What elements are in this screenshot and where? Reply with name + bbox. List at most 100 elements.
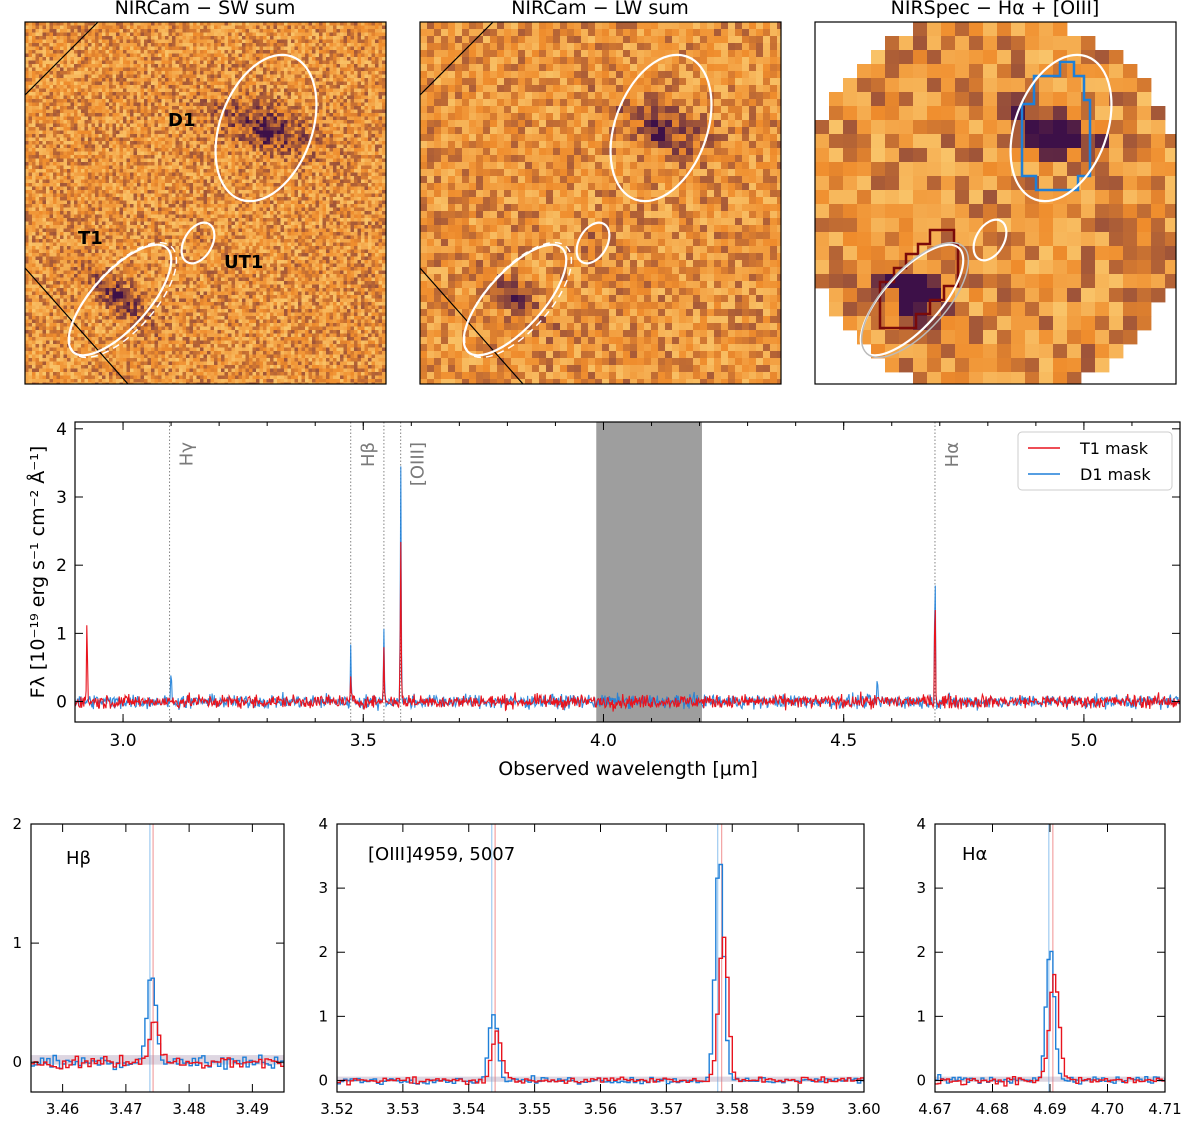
map-pixel — [287, 109, 292, 114]
map-pixel — [133, 155, 138, 159]
map-pixel — [56, 151, 61, 156]
map-pixel — [179, 148, 183, 152]
map-pixel — [333, 102, 337, 107]
map-pixel — [56, 67, 61, 72]
map-pixel — [123, 39, 127, 44]
map-pixel — [56, 116, 61, 121]
map-pixel — [35, 36, 40, 40]
map-pixel — [329, 137, 334, 142]
map-pixel — [70, 130, 75, 135]
map-pixel — [200, 106, 204, 110]
map-pixel — [221, 162, 225, 166]
map-pixel — [375, 32, 379, 37]
map-pixel — [144, 162, 148, 166]
map-pixel — [196, 36, 201, 40]
map-pixel — [53, 64, 57, 68]
map-pixel — [105, 120, 110, 124]
map-pixel — [126, 22, 131, 26]
map-pixel — [312, 22, 316, 26]
map-pixel — [158, 148, 162, 152]
map-pixel — [294, 116, 299, 121]
map-pixel — [196, 92, 201, 96]
map-pixel — [63, 137, 68, 142]
map-pixel — [340, 134, 344, 138]
map-pixel — [350, 32, 355, 37]
map-pixel — [203, 120, 208, 124]
map-pixel — [168, 130, 173, 135]
map-pixel — [371, 158, 376, 163]
map-pixel — [88, 88, 92, 93]
map-pixel — [189, 29, 194, 33]
map-pixel — [84, 179, 89, 184]
map-pixel — [371, 43, 376, 47]
map-pixel — [305, 81, 309, 86]
map-pixel — [294, 50, 299, 54]
map-pixel — [200, 99, 204, 103]
map-pixel — [263, 127, 267, 131]
map-pixel — [137, 64, 141, 68]
map-pixel — [91, 78, 96, 82]
map-pixel — [301, 57, 306, 61]
map-pixel — [238, 25, 243, 30]
map-pixel — [165, 176, 169, 180]
map-pixel — [77, 53, 82, 58]
map-pixel — [217, 99, 222, 103]
map-pixel — [165, 71, 169, 75]
map-pixel — [70, 113, 75, 117]
map-pixel — [375, 183, 379, 187]
map-pixel — [95, 120, 99, 124]
map-pixel — [375, 39, 379, 44]
map-pixel — [326, 71, 330, 75]
map-pixel — [179, 57, 183, 61]
map-pixel — [126, 172, 131, 177]
map-pixel — [56, 109, 61, 114]
map-pixel — [336, 134, 341, 138]
map-pixel — [357, 183, 362, 187]
map-pixel — [217, 102, 222, 107]
map-pixel — [88, 71, 92, 75]
map-pixel — [158, 186, 162, 191]
map-pixel — [105, 106, 110, 110]
map-pixel — [109, 183, 113, 187]
map-pixel — [25, 88, 29, 93]
map-pixel — [301, 53, 306, 58]
map-pixel — [147, 148, 152, 152]
map-pixel — [74, 123, 78, 128]
map-pixel — [298, 172, 302, 177]
map-pixel — [263, 106, 267, 110]
map-pixel — [231, 123, 236, 128]
map-pixel — [347, 102, 351, 107]
map-pixel — [238, 95, 243, 100]
map-pixel — [193, 179, 197, 184]
map-pixel — [81, 25, 85, 30]
map-pixel — [301, 130, 306, 135]
map-pixel — [375, 25, 379, 30]
map-pixel — [133, 116, 138, 121]
map-pixel — [74, 137, 78, 142]
map-pixel — [329, 25, 334, 30]
map-pixel — [329, 127, 334, 131]
map-pixel — [336, 127, 341, 131]
map-pixel — [270, 176, 274, 180]
map-pixel — [49, 137, 54, 142]
map-pixel — [60, 106, 64, 110]
map-pixel — [154, 144, 159, 149]
map-pixel — [63, 151, 68, 156]
map-pixel — [238, 151, 243, 156]
map-pixel — [172, 141, 176, 145]
map-pixel — [287, 172, 292, 177]
map-pixel — [39, 60, 43, 65]
map-pixel — [312, 165, 316, 170]
map-pixel — [172, 127, 176, 131]
map-pixel — [347, 43, 351, 47]
map-pixel — [235, 151, 239, 156]
map-pixel — [196, 53, 201, 58]
map-pixel — [252, 123, 257, 128]
map-pixel — [49, 134, 54, 138]
map-pixel — [329, 130, 334, 135]
map-pixel — [368, 130, 372, 135]
map-pixel — [315, 127, 320, 131]
map-pixel — [81, 22, 85, 26]
map-pixel — [109, 43, 113, 47]
map-pixel — [315, 57, 320, 61]
